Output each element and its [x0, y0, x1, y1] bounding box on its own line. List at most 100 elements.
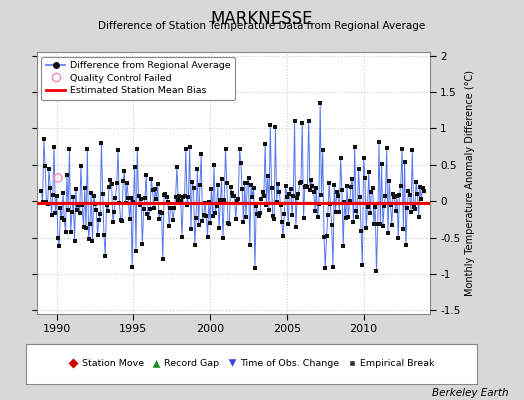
- Point: [225, 220, 234, 227]
- Point: [189, 185, 198, 191]
- Point: [125, 216, 134, 222]
- Point: [128, 264, 136, 270]
- Point: [61, 229, 70, 235]
- Point: [270, 216, 278, 222]
- Point: [185, 144, 194, 150]
- Point: [333, 189, 341, 196]
- Point: [257, 196, 266, 202]
- Point: [308, 182, 316, 189]
- Point: [137, 196, 145, 202]
- Point: [279, 233, 287, 240]
- Point: [69, 194, 78, 200]
- Point: [305, 186, 314, 193]
- Point: [294, 191, 303, 197]
- Point: [113, 180, 121, 187]
- Point: [386, 202, 395, 208]
- Point: [188, 178, 196, 185]
- Point: [200, 212, 208, 218]
- Point: [142, 172, 150, 178]
- Point: [59, 190, 67, 196]
- Point: [276, 202, 285, 208]
- Point: [130, 164, 139, 170]
- Point: [155, 216, 163, 222]
- Point: [54, 175, 62, 181]
- Point: [150, 205, 158, 212]
- Point: [215, 225, 223, 232]
- Point: [203, 233, 212, 240]
- Point: [249, 185, 258, 192]
- Point: [122, 200, 130, 206]
- Point: [418, 185, 427, 192]
- Point: [105, 183, 113, 190]
- Point: [104, 208, 112, 214]
- Point: [96, 211, 104, 218]
- Point: [370, 221, 378, 227]
- Point: [334, 193, 342, 200]
- Point: [331, 209, 340, 216]
- Point: [87, 190, 95, 196]
- Point: [298, 119, 307, 126]
- Point: [310, 189, 318, 196]
- Point: [376, 221, 385, 228]
- Point: [248, 194, 257, 200]
- Point: [154, 180, 162, 187]
- Point: [357, 228, 365, 234]
- Point: [353, 214, 362, 220]
- Point: [393, 193, 401, 199]
- Point: [197, 151, 205, 158]
- Point: [283, 194, 291, 200]
- Point: [38, 199, 47, 205]
- Point: [361, 175, 369, 181]
- Text: MARKNESSE: MARKNESSE: [211, 10, 313, 28]
- Point: [384, 230, 392, 236]
- Point: [157, 210, 166, 216]
- Point: [169, 216, 177, 223]
- Point: [241, 180, 249, 187]
- Point: [205, 199, 213, 205]
- Point: [374, 221, 382, 228]
- Point: [60, 216, 69, 223]
- Point: [315, 201, 323, 207]
- Point: [375, 138, 383, 145]
- Point: [192, 214, 200, 221]
- Point: [237, 160, 245, 166]
- Point: [174, 197, 182, 203]
- Point: [198, 218, 206, 224]
- Point: [304, 117, 313, 124]
- Point: [313, 214, 322, 220]
- Point: [99, 191, 107, 197]
- Point: [55, 243, 63, 250]
- Point: [127, 194, 135, 201]
- Point: [179, 194, 188, 200]
- Legend: Difference from Regional Average, Quality Control Failed, Estimated Station Mean: Difference from Regional Average, Qualit…: [41, 57, 235, 100]
- Point: [344, 214, 353, 220]
- Point: [232, 216, 240, 222]
- Point: [52, 193, 61, 200]
- Point: [115, 200, 124, 206]
- Point: [139, 206, 148, 213]
- Point: [114, 147, 122, 154]
- Point: [242, 214, 250, 220]
- Point: [212, 202, 221, 209]
- Point: [220, 196, 228, 203]
- Point: [351, 144, 359, 150]
- Point: [37, 188, 46, 194]
- Point: [288, 212, 296, 219]
- Point: [191, 242, 199, 248]
- Point: [404, 188, 412, 194]
- Point: [301, 184, 309, 190]
- Text: Berkeley Earth: Berkeley Earth: [432, 388, 508, 398]
- Point: [214, 182, 222, 188]
- Point: [228, 190, 236, 196]
- Point: [349, 219, 357, 225]
- Point: [171, 194, 180, 200]
- Point: [111, 195, 119, 202]
- Point: [335, 209, 344, 216]
- Point: [381, 193, 390, 200]
- Point: [163, 198, 172, 205]
- Point: [302, 183, 310, 190]
- Point: [367, 189, 376, 195]
- Point: [356, 194, 364, 200]
- Point: [216, 197, 225, 204]
- Point: [147, 176, 156, 182]
